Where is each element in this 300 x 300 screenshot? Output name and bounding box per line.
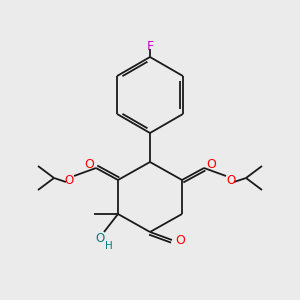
Text: F: F	[146, 40, 154, 53]
Text: O: O	[226, 175, 236, 188]
Text: O: O	[64, 175, 74, 188]
Text: O: O	[206, 158, 216, 172]
Text: O: O	[95, 232, 105, 245]
Text: O: O	[84, 158, 94, 172]
Text: H: H	[105, 241, 113, 251]
Text: O: O	[175, 233, 185, 247]
